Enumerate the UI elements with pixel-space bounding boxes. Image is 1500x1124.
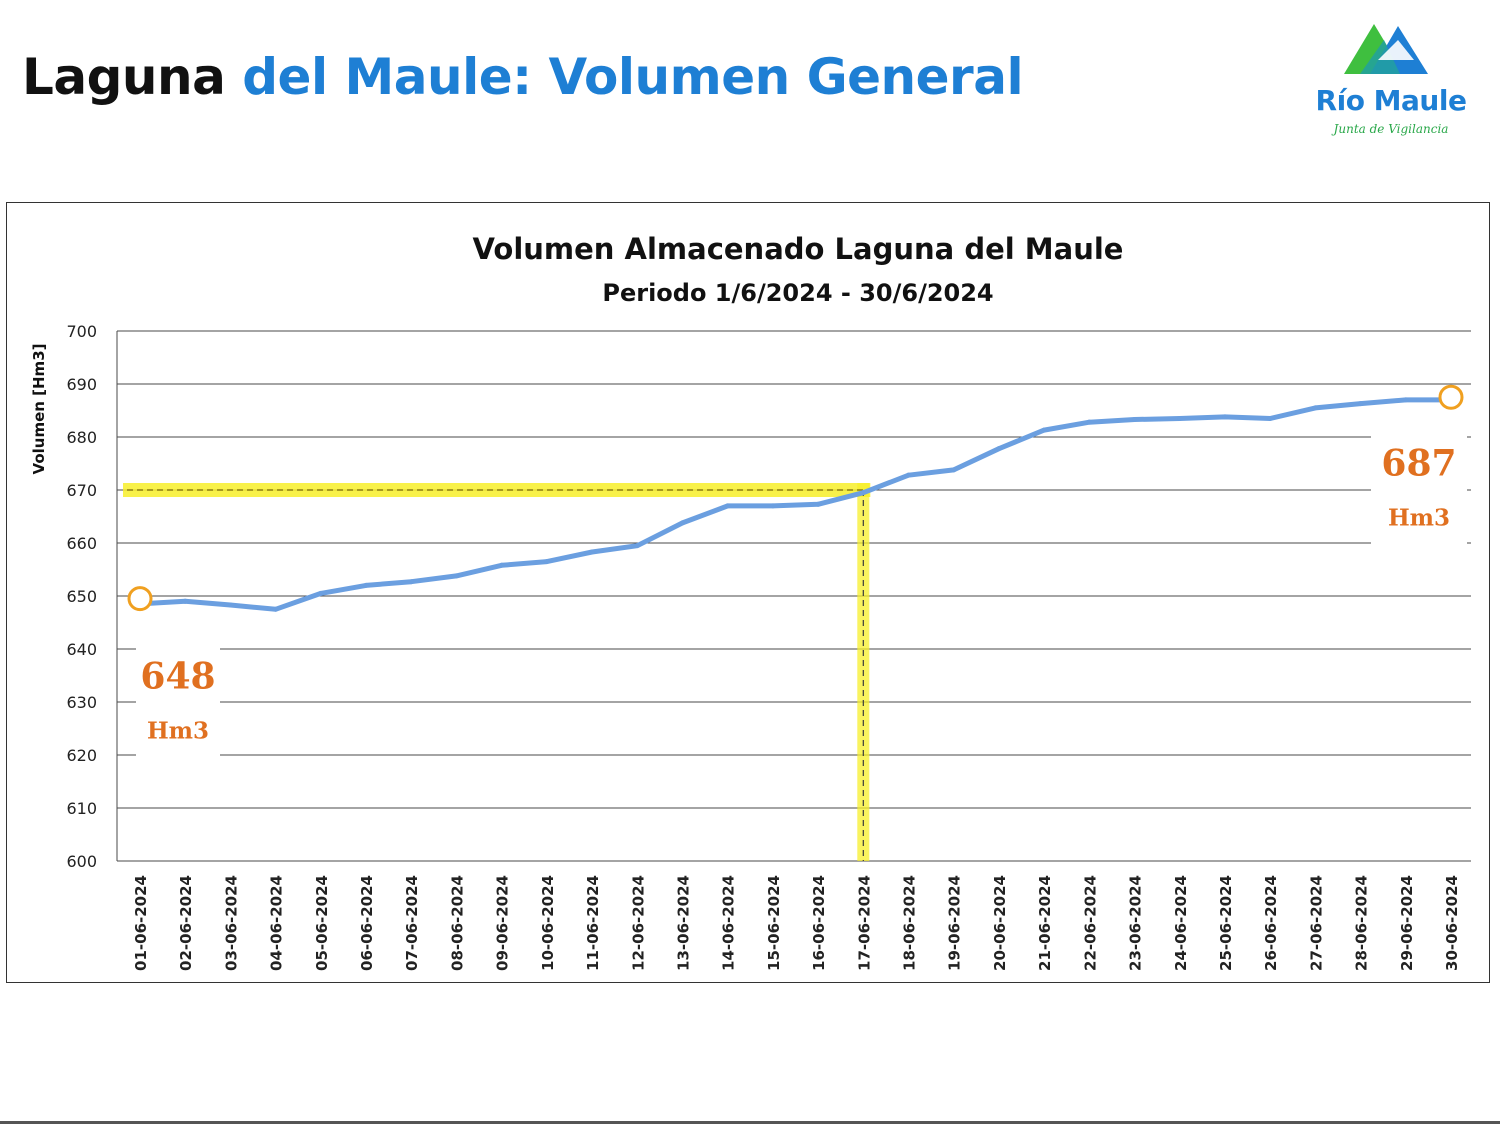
y-tick-label: 670 [66, 481, 97, 500]
x-tick-label: 10-06-2024 [539, 875, 557, 971]
data-point [1312, 405, 1318, 411]
x-tick-label: 16-06-2024 [810, 875, 828, 971]
x-tick-label: 11-06-2024 [584, 875, 602, 971]
data-point [1403, 397, 1409, 403]
data-point [1041, 427, 1047, 433]
mountains-logo-icon [1344, 24, 1428, 74]
y-tick-label: 700 [66, 322, 97, 341]
data-point [906, 472, 912, 478]
x-tick-label: 19-06-2024 [946, 875, 964, 971]
data-point [544, 559, 550, 565]
x-tick-label: 18-06-2024 [901, 875, 919, 971]
data-point [770, 503, 776, 509]
logo-name: Río Maule [1315, 84, 1467, 117]
data-point [951, 467, 957, 473]
highlight-horizontal-band [123, 483, 871, 497]
data-point [363, 582, 369, 588]
y-tick-label: 640 [66, 640, 97, 659]
data-point [1222, 414, 1228, 420]
page-title-part-1: Laguna [22, 48, 226, 106]
x-tick-label: 09-06-2024 [494, 875, 512, 971]
x-tick-label: 25-06-2024 [1217, 875, 1235, 971]
x-tick-label: 23-06-2024 [1127, 875, 1145, 971]
x-tick-label: 12-06-2024 [629, 875, 647, 971]
x-tick-label: 05-06-2024 [313, 875, 331, 971]
y-tick-label: 620 [66, 746, 97, 765]
x-tick-label: 20-06-2024 [991, 875, 1009, 971]
data-point [408, 579, 414, 585]
data-point [1132, 417, 1138, 423]
annotation-marker [127, 586, 153, 612]
x-tick-label: 04-06-2024 [268, 875, 286, 971]
x-tick-label: 02-06-2024 [177, 875, 195, 971]
data-point [1267, 415, 1273, 421]
x-tick-label: 22-06-2024 [1081, 875, 1099, 971]
y-tick-label: 650 [66, 587, 97, 606]
x-tick-label: 26-06-2024 [1262, 875, 1280, 971]
x-tick-label: 21-06-2024 [1036, 875, 1054, 971]
y-tick-label: 600 [66, 852, 97, 871]
data-point [227, 602, 233, 608]
rio-maule-logo: Río Maule Junta de Vigilancia [1300, 18, 1480, 143]
data-point [1358, 401, 1364, 407]
annotation-backdrop [1371, 431, 1467, 572]
data-point [634, 543, 640, 549]
chart-subtitle: Periodo 1/6/2024 - 30/6/2024 [602, 279, 993, 307]
annotation-backdrop [136, 644, 220, 785]
chart-title: Volumen Almacenado Laguna del Maule [473, 232, 1124, 266]
x-tick-label: 06-06-2024 [358, 875, 376, 971]
y-tick-label: 690 [66, 375, 97, 394]
data-point [1086, 419, 1092, 425]
volume-line-chart: Volumen Almacenado Laguna del Maule Peri… [30, 232, 1471, 971]
data-point [273, 606, 279, 612]
data-point [679, 520, 685, 526]
data-point [589, 549, 595, 555]
data-point [996, 446, 1002, 452]
x-tick-label: 28-06-2024 [1353, 875, 1371, 971]
x-tick-label: 17-06-2024 [855, 875, 873, 971]
x-tick-label: 08-06-2024 [448, 875, 466, 971]
footer-divider [0, 1121, 1500, 1124]
x-tick-label: 01-06-2024 [132, 875, 150, 971]
data-point [725, 503, 731, 509]
y-tick-label: 610 [66, 799, 97, 818]
x-tick-label: 29-06-2024 [1398, 875, 1416, 971]
x-tick-label: 13-06-2024 [674, 875, 692, 971]
data-point [860, 490, 866, 496]
data-point [815, 501, 821, 507]
y-tick-label: 630 [66, 693, 97, 712]
y-tick-label: 680 [66, 428, 97, 447]
x-tick-label: 24-06-2024 [1172, 875, 1190, 971]
page-title-part-2: del Maule: Volumen General [242, 48, 1024, 106]
annotation-value: 648 [140, 656, 215, 698]
data-point [182, 598, 188, 604]
logo-subtitle: Junta de Vigilancia [1333, 122, 1449, 136]
x-tick-label: 07-06-2024 [403, 875, 421, 971]
annotation-unit: Hm3 [147, 718, 209, 745]
data-point [1177, 415, 1183, 421]
data-point [499, 562, 505, 568]
x-tick-label: 14-06-2024 [720, 875, 738, 971]
annotation-value: 687 [1381, 442, 1456, 484]
data-point [453, 573, 459, 579]
page-title: Laguna del Maule: Volumen General [22, 52, 1024, 102]
series-line-volumen [137, 397, 1454, 612]
x-tick-label: 03-06-2024 [222, 875, 240, 971]
x-tick-label: 15-06-2024 [765, 875, 783, 971]
x-tick-label: 30-06-2024 [1443, 875, 1461, 971]
y-tick-label: 660 [66, 534, 97, 553]
x-tick-label: 27-06-2024 [1307, 875, 1325, 971]
chart-frame: Volumen Almacenado Laguna del Maule Peri… [6, 202, 1490, 983]
annotation-marker [1438, 384, 1464, 410]
annotation-unit: Hm3 [1388, 504, 1450, 531]
y-axis-label: Volumen [Hm3] [30, 344, 48, 475]
data-point [318, 590, 324, 596]
